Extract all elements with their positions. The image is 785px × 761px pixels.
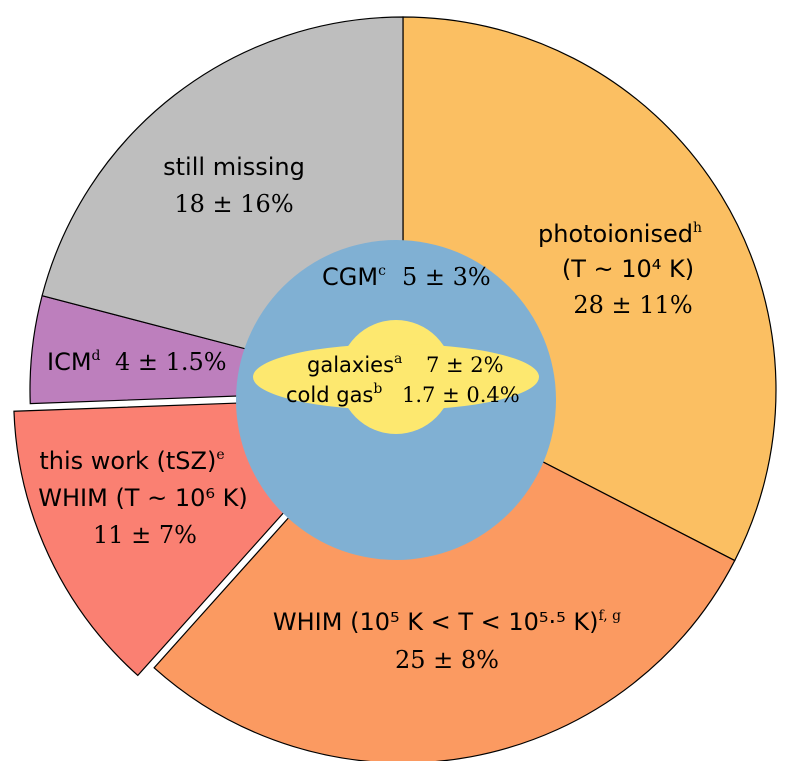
svg-text:photoionisedh: photoionisedh (538, 220, 702, 248)
galaxies-blob (253, 320, 539, 434)
svg-text:CGMc: CGMc (322, 263, 386, 291)
whim-value: 25 ± 8% (395, 646, 499, 674)
whim-label: WHIM (10⁵ K < T < 10⁵·⁵ K)f, g 25 ± 8% (273, 608, 621, 674)
cold-gas-value: 1.7 ± 0.4% (402, 383, 520, 407)
still-missing-value: 18 ± 16% (174, 190, 293, 218)
svg-text:still missing: still missing (163, 153, 305, 181)
svg-text:this work (tSZ)e: this work (tSZ)e (39, 447, 224, 475)
icm-value: 4 ± 1.5% (115, 348, 227, 376)
cold-gas-label: cold gasb 1.7 ± 0.4% (286, 381, 520, 407)
galaxies-value: 7 ± 2% (426, 353, 504, 377)
svg-text:ICMd: ICMd (47, 348, 101, 376)
whim-slice (153, 389, 736, 761)
svg-text:WHIM (10⁵ K < T < 10⁵·⁵ K)f, g: WHIM (10⁵ K < T < 10⁵·⁵ K)f, g (273, 608, 621, 636)
svg-text:(T ~ 10⁴ K): (T ~ 10⁴ K) (562, 255, 694, 283)
svg-text:galaxiesa: galaxiesa (307, 351, 402, 377)
this-work-label: this work (tSZ)e WHIM (T ~ 10⁶ K) 11 ± 7… (38, 447, 247, 549)
still-missing-label: still missing 18 ± 16% (163, 153, 305, 218)
cgm-label: CGMc 5 ± 3% (322, 263, 491, 291)
cgm-value: 5 ± 3% (402, 263, 491, 291)
photoionised-value: 28 ± 11% (573, 291, 692, 319)
svg-text:cold gasb: cold gasb (286, 381, 382, 407)
svg-text:WHIM (T ~ 10⁶ K): WHIM (T ~ 10⁶ K) (38, 484, 247, 512)
this-work-value: 11 ± 7% (93, 521, 197, 549)
icm-label: ICMd 4 ± 1.5% (47, 348, 227, 376)
photoionised-label: photoionisedh (T ~ 10⁴ K) 28 ± 11% (538, 220, 702, 319)
galaxies-label: galaxiesa 7 ± 2% (307, 351, 504, 377)
